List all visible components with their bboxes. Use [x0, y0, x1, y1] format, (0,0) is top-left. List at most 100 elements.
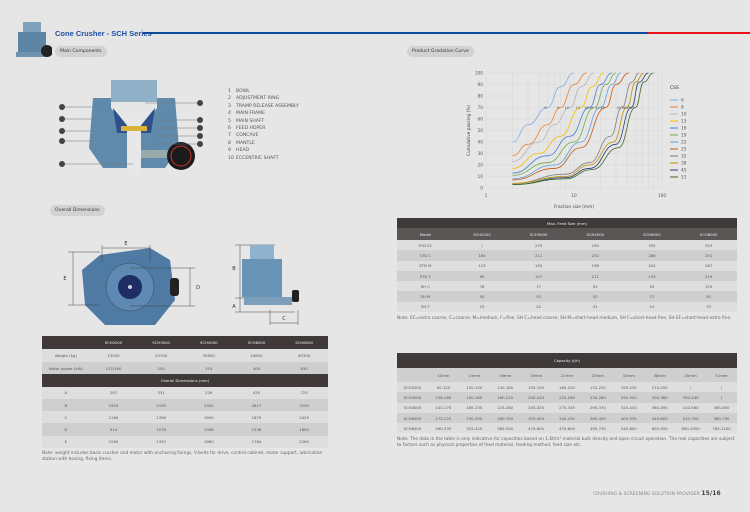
component-item: 7 CONCAVE — [228, 132, 299, 139]
table-row: A 297 331 226 425 725 — [42, 386, 328, 400]
table-cell: Model — [419, 231, 432, 237]
row-label: C — [64, 414, 68, 420]
table-cell: / — [720, 384, 723, 390]
table-cell: 410-560 — [682, 405, 699, 411]
row-label: D — [64, 427, 68, 433]
table-cell: 350-440 — [682, 394, 699, 400]
specs-note: Note: weight includes basic crusher and … — [42, 451, 323, 463]
legend-label: 25 — [681, 147, 687, 153]
y-tick-label: 0 — [480, 186, 483, 192]
series-line-6 — [512, 72, 575, 143]
table-cell: 230-280 — [589, 394, 606, 400]
component-item: 9 HEAD — [228, 147, 299, 154]
table-cell: 725 — [300, 390, 308, 396]
capacity-note: Note: The data in the table is only indi… — [397, 437, 735, 449]
legend-label: 13 — [681, 119, 687, 125]
curve-label: 10 — [565, 106, 569, 110]
component-number: 3 — [228, 103, 231, 109]
y-tick-label: 10 — [478, 174, 484, 180]
table-row: SH C 76 77 92 95 155 — [397, 281, 737, 292]
component-number: 1 — [228, 89, 231, 94]
table-cell: 38mm — [653, 372, 666, 378]
capacity-title-row: Capacity (t/h) — [397, 353, 737, 368]
table-cell: 315 — [205, 365, 213, 371]
table-cell: 280-350 — [497, 415, 514, 421]
table-cell: 23 — [479, 304, 485, 310]
table-cell — [42, 336, 90, 349]
table-cell: 53 — [536, 294, 542, 300]
table-cell: 204 — [648, 263, 656, 269]
table-cell: 95 — [649, 283, 655, 289]
table-cell: 1320 — [156, 439, 166, 445]
table-row: SCH4000 140-175 185-230 225-280 255-325 275-3… — [397, 402, 737, 413]
table-cell: 22mm — [560, 372, 574, 378]
table-cell: 52 — [592, 294, 598, 300]
table-cell: 13500 — [107, 352, 120, 358]
table-cell: 320-400 — [528, 415, 545, 421]
legend-label: 22 — [681, 140, 687, 146]
table-cell: 1160 — [108, 414, 119, 420]
table-cell: / — [689, 384, 692, 390]
table-cell: 10mm — [437, 372, 450, 378]
table-cell: 51 — [649, 304, 655, 310]
table-cell: 385-500 — [497, 425, 514, 431]
x-tick-label: 100 — [658, 193, 666, 199]
curve-label: 13 — [576, 106, 580, 110]
table-row: SCH3000 156-180 150-185 180-220 200-240 220-2… — [397, 392, 737, 403]
series-line-10 — [512, 72, 595, 162]
table-header: SCH2000 SCH3000 SCH4000 SCH6000 SCH8000 — [42, 336, 328, 349]
y-tick-label: 50 — [478, 128, 484, 134]
component-label: HEAD — [236, 148, 250, 154]
component-number: 6 — [228, 126, 231, 132]
table-cell: SCH3000 — [529, 231, 548, 237]
section-gradation-curve: Product Gradation Curve — [407, 46, 474, 57]
table-cell: 495-730 — [589, 425, 606, 431]
table-cell: 470-600 — [559, 425, 575, 431]
table-cell: 1764 — [251, 439, 262, 445]
table-cell: 331 — [157, 390, 165, 396]
table-cell: 300-380 — [651, 394, 668, 400]
table-cell: 785-1200 — [712, 425, 731, 431]
table-cell: 210-250 — [651, 384, 668, 390]
table-cell: 33 — [706, 304, 712, 310]
legend-label: 16 — [681, 126, 687, 132]
row-label: SCH3000 — [403, 394, 422, 400]
footer-tagline: CRUSHING & SCREENING SOLUTION PROVIDER — [593, 492, 700, 497]
dim-label-c: C — [282, 316, 286, 322]
legend-label: 45 — [681, 168, 687, 174]
series-line-25 — [512, 72, 629, 181]
table-cell: 150-185 — [466, 394, 483, 400]
y-tick-label: 80 — [478, 94, 484, 100]
series-line-38 — [512, 72, 644, 184]
y-axis-label: Cumulative passing (%) — [466, 105, 472, 156]
row-label: SCH4000 — [403, 405, 422, 411]
table-cell: 545-800 — [620, 425, 637, 431]
table-cell: 13mm — [468, 372, 481, 378]
table-cell: 1920 — [108, 402, 119, 408]
table-cell: SCH2000 — [104, 340, 123, 345]
table-cell: 286 — [648, 252, 656, 258]
table-row: SCH6000 175-220 230-290 280-350 320-400 345-4… — [397, 412, 737, 424]
table-cell: 140-175 — [435, 405, 452, 411]
table-cell: SCH8000 — [295, 340, 313, 345]
series-line-13 — [512, 72, 605, 169]
table-cell: 1078 — [156, 427, 166, 433]
table-cell: 77 — [536, 283, 542, 289]
row-label: SCH8000 — [403, 425, 422, 431]
table-cell: 260-335 — [435, 425, 452, 431]
table-cell: 510-700 — [682, 415, 699, 421]
table-cell: 150 — [535, 263, 543, 269]
table-row: SH F 23 22 51 51 33 — [397, 301, 737, 313]
table-row: E 1090 1320 1660 1764 2260 — [42, 435, 328, 448]
curve-label: 32 — [617, 106, 621, 110]
table-cell: 1690 — [203, 414, 214, 420]
table-cell: 44800 — [250, 352, 263, 358]
table-row: Weight (kg) 13500 20700 30900 44800 85300 — [42, 349, 328, 362]
legend-label: 51 — [681, 175, 687, 181]
series-line-51 — [512, 72, 654, 185]
components-list: 1 BOWL 2 ADJUSTMENT RING 3 TRAMP RELEASE ASSE… — [228, 88, 299, 162]
table-header: Model SCH2000 SCH3000 SCH4000 SCH6000 SCH8000 — [397, 228, 737, 240]
component-item: 5 MAIN SHAFT — [228, 118, 299, 125]
table-cell: 19mm — [529, 372, 543, 378]
component-label: CONCAVE — [236, 133, 259, 139]
